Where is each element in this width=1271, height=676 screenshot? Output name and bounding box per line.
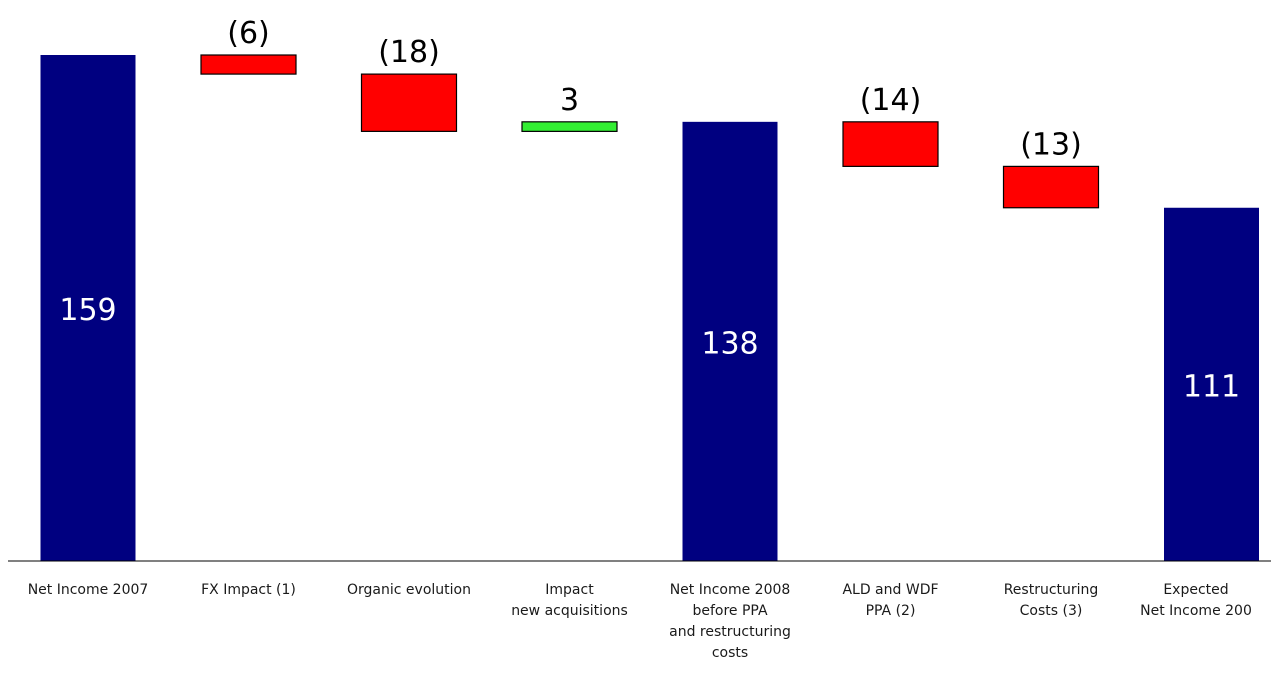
value-label-1: (6) xyxy=(227,16,270,51)
category-label-3: Impact new acquisitions xyxy=(495,580,645,622)
increase-bar-3 xyxy=(522,122,617,132)
value-label-6: (13) xyxy=(1020,127,1082,162)
category-label-5: ALD and WDF PPA (2) xyxy=(816,580,966,622)
value-label-5: (14) xyxy=(860,83,922,118)
category-label-6: Restructuring Costs (3) xyxy=(976,580,1126,622)
decrease-bar-2 xyxy=(362,74,457,131)
value-label-3: 3 xyxy=(560,83,579,118)
value-label-0: 159 xyxy=(59,293,116,328)
category-label-0: Net Income 2007 xyxy=(13,580,163,601)
decrease-bar-1 xyxy=(201,55,296,74)
category-label-7: Expected Net Income 200 xyxy=(1121,580,1271,622)
category-label-1: FX Impact (1) xyxy=(174,580,324,601)
decrease-bar-5 xyxy=(843,122,938,167)
value-label-4: 138 xyxy=(701,326,758,361)
value-label-7: 111 xyxy=(1183,369,1240,404)
value-label-2: (18) xyxy=(378,35,440,70)
decrease-bar-6 xyxy=(1004,166,1099,207)
category-label-4: Net Income 2008 before PPA and restructu… xyxy=(655,580,805,664)
category-label-2: Organic evolution xyxy=(334,580,484,601)
